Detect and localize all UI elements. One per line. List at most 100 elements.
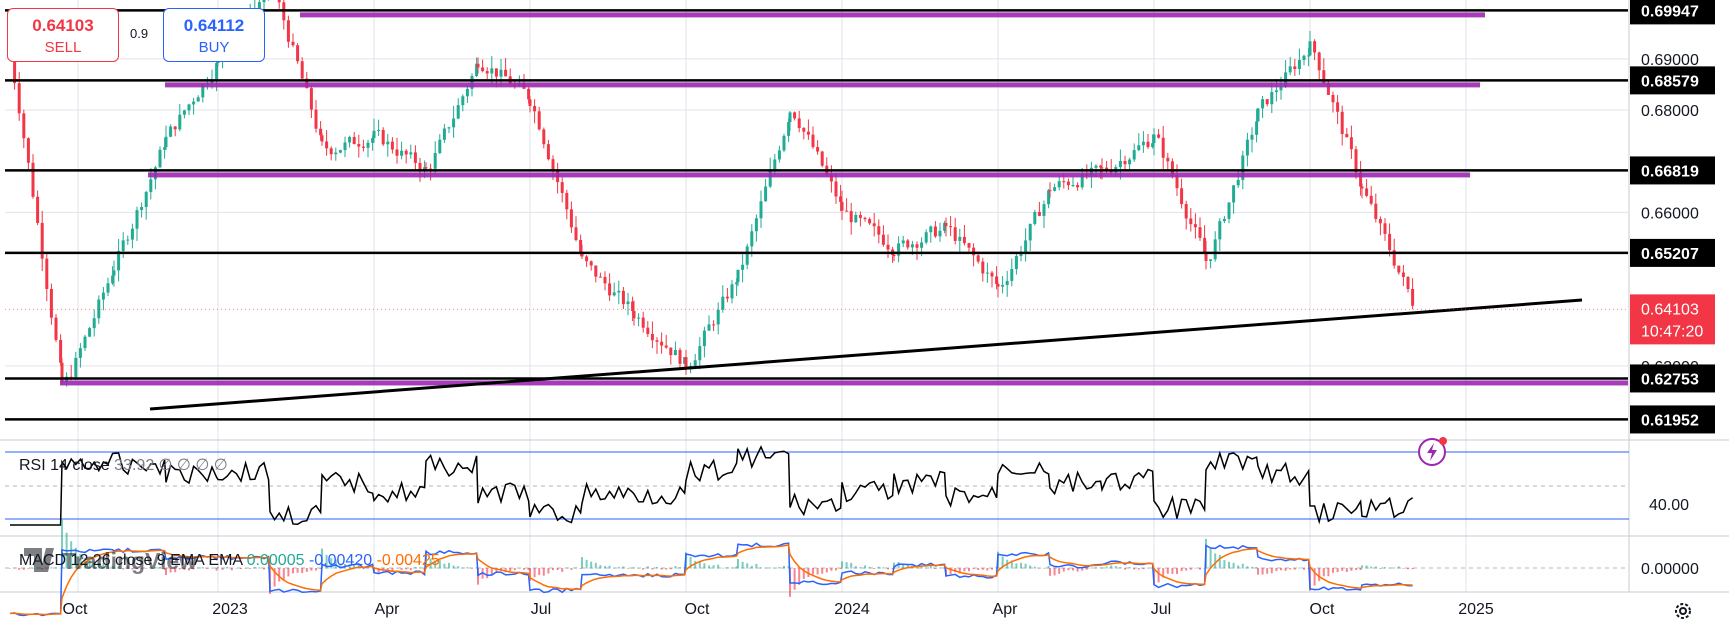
macd-histogram-bar — [807, 568, 810, 578]
candle-body — [995, 276, 999, 285]
macd-histogram-bar — [1171, 568, 1174, 574]
candle-body — [528, 99, 532, 106]
candle-body — [1066, 181, 1070, 186]
candle-body — [413, 152, 417, 163]
macd-histogram-bar — [79, 553, 82, 569]
candle-body — [1307, 55, 1311, 57]
macd-signal-value: -0.00425 — [376, 552, 440, 569]
macd-pane: 0.00000 — [5, 519, 1699, 617]
macd-histogram-bar — [1166, 568, 1169, 574]
macd-histogram-bar — [963, 568, 966, 572]
macd-histogram-bar — [1180, 568, 1183, 572]
candle-body — [135, 210, 139, 229]
price-tick-label: 0.69000 — [1641, 52, 1699, 69]
macd-histogram-bar — [741, 561, 744, 569]
candle-body — [716, 309, 720, 325]
macd-histogram-bar — [830, 568, 833, 571]
gear-icon[interactable] — [1672, 600, 1694, 622]
macd-histogram-bar — [217, 566, 219, 569]
candle-body — [1340, 111, 1344, 134]
candle-body — [13, 58, 17, 84]
macd-histogram-bar — [1020, 562, 1022, 569]
macd-histogram-bar — [97, 562, 100, 569]
candle-body — [88, 328, 92, 337]
candle-body — [1354, 149, 1358, 173]
time-axis[interactable]: Oct 2023 Apr Jul Oct 2024 Apr Jul Oct 2025 — [63, 601, 1494, 618]
purple-zone — [148, 172, 1470, 178]
macd-legend[interactable]: MACD 12 26 close 9 EMA EMA 0.00005 -0.00… — [19, 552, 440, 570]
level-price-label: 0.62753 — [1641, 371, 1699, 388]
macd-histogram-bar — [188, 568, 190, 571]
macd-histogram-bar — [13, 567, 16, 569]
candle-body — [490, 68, 494, 74]
rsi-legend[interactable]: RSI 14 close 33.92 ∅ ∅ ∅ ∅ — [19, 455, 228, 475]
price-axis[interactable]: 0.690000.680000.660000.630000.699470.685… — [5, 0, 1715, 434]
macd-histogram-bar — [55, 567, 57, 569]
candle-body — [655, 340, 659, 342]
macd-histogram-bar — [504, 568, 507, 573]
rsi-extra-values: ∅ ∅ ∅ ∅ — [158, 457, 228, 474]
candle-body — [452, 118, 456, 128]
macd-histogram-bar — [367, 567, 369, 569]
macd-value: -0.00420 — [308, 552, 373, 569]
candle-body — [357, 144, 361, 147]
time-tick-label: Apr — [375, 601, 401, 618]
macd-histogram-bar — [226, 566, 229, 569]
candle-body — [793, 112, 797, 119]
candle-body — [1010, 268, 1014, 281]
level-price-label: 0.66819 — [1641, 163, 1699, 180]
candle-body — [920, 242, 924, 248]
candle-body — [579, 239, 583, 254]
candle-body — [854, 215, 858, 223]
candle-body — [60, 362, 64, 383]
macd-histogram-bar — [353, 564, 356, 569]
candle-body — [178, 114, 182, 130]
candle-body — [546, 144, 550, 160]
macd-histogram-bar — [523, 568, 525, 570]
macd-histogram-bar — [717, 564, 720, 569]
candle-body — [834, 181, 838, 197]
trendline[interactable] — [149, 298, 1583, 411]
macd-histogram-bar — [698, 561, 701, 569]
candle-body — [1326, 82, 1330, 95]
candle-body — [201, 84, 205, 98]
macd-histogram-bar — [627, 568, 629, 569]
macd-histogram-bar — [1246, 566, 1249, 569]
candle-body — [580, 253, 584, 257]
candle-body — [976, 255, 980, 262]
candle-body — [773, 159, 777, 171]
sell-button[interactable]: 0.64103 SELL — [7, 8, 119, 62]
candle-body — [527, 88, 531, 100]
macd-histogram-bar — [1232, 562, 1235, 569]
candle-body — [485, 71, 489, 74]
candle-body — [1392, 250, 1396, 266]
support-resistance-levels[interactable] — [5, 9, 1628, 421]
macd-histogram-bar — [321, 548, 323, 569]
macd-histogram-bar — [750, 565, 753, 569]
macd-histogram-bar — [972, 568, 975, 569]
candle-body — [1297, 59, 1301, 70]
candle-body — [1053, 187, 1057, 191]
macd-histogram-bar — [868, 566, 871, 569]
candle-body — [1336, 102, 1340, 112]
macd-axis-label: 0.00000 — [1641, 561, 1699, 578]
lightning-alert-icon[interactable] — [1416, 434, 1450, 468]
buy-button[interactable]: 0.64112 BUY — [163, 8, 265, 62]
macd-histogram-bar — [1162, 568, 1165, 578]
macd-histogram-bar — [282, 568, 285, 581]
candle-body — [182, 110, 186, 115]
candle-body — [504, 69, 508, 77]
macd-histogram-bar — [1110, 565, 1113, 569]
macd-histogram-bar — [32, 567, 34, 569]
candle-body — [456, 105, 460, 119]
macd-histogram-bar — [391, 568, 394, 572]
candle-body — [537, 111, 541, 130]
candle-body — [1218, 221, 1222, 240]
macd-histogram-bar — [825, 568, 828, 573]
macd-histogram-bar — [529, 568, 531, 582]
candle-body — [215, 63, 219, 80]
candle-body — [777, 150, 781, 160]
macd-histogram-bar — [1241, 563, 1244, 569]
macd-histogram-bar — [192, 568, 195, 570]
